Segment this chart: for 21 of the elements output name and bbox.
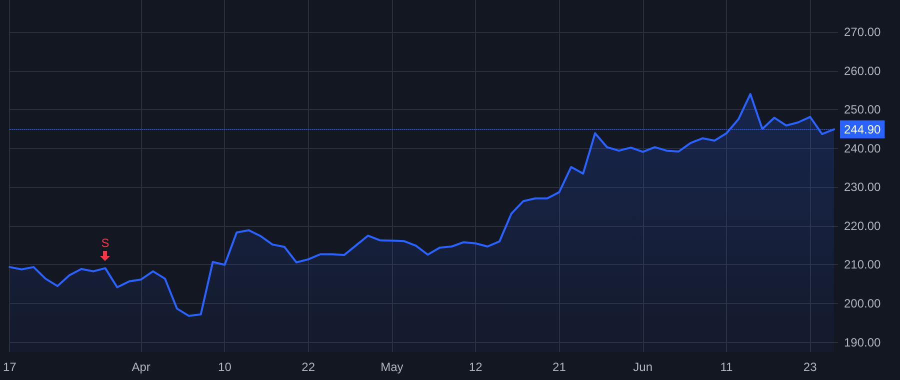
ref-line-label: 244.90 bbox=[844, 122, 882, 136]
x-tick-label: Jun bbox=[633, 360, 653, 374]
y-tick-label: 230.00 bbox=[844, 180, 882, 194]
x-tick-label: 11 bbox=[720, 360, 734, 374]
y-tick-label: 220.00 bbox=[844, 218, 882, 233]
y-tick-label: 190.00 bbox=[844, 335, 882, 350]
x-tick-label: 12 bbox=[468, 360, 483, 374]
x-tick-label: Apr bbox=[132, 360, 150, 374]
y-tick-label: 270.00 bbox=[844, 25, 882, 39]
x-tick-label: 10 bbox=[218, 360, 232, 374]
x-tick-label: 21 bbox=[552, 360, 566, 374]
y-tick-label: 210.00 bbox=[844, 258, 882, 272]
y-tick-label: 240.00 bbox=[844, 141, 882, 156]
x-tick-label: May bbox=[380, 360, 404, 374]
x-tick-label: 23 bbox=[803, 360, 818, 374]
x-tick-label: 22 bbox=[302, 360, 316, 374]
annotation: S bbox=[101, 236, 110, 250]
y-tick-label: 260.00 bbox=[844, 64, 882, 78]
y-tick-label: 250.00 bbox=[844, 102, 882, 117]
x-tick-label: 17 bbox=[2, 360, 17, 374]
y-tick-label: 200.00 bbox=[844, 296, 882, 311]
